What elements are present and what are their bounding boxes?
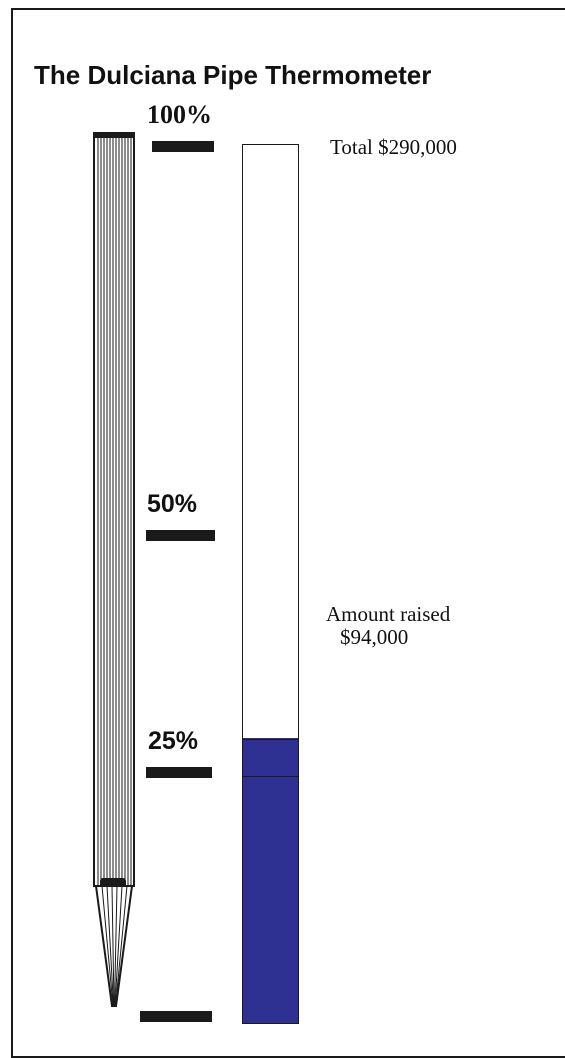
chart-title: The Dulciana Pipe Thermometer [34,60,432,90]
tick-25 [146,767,212,778]
organ-pipe-illustration [93,132,135,1007]
tick-label-100: 100% [147,100,212,129]
amount-raised-fill [243,738,298,1023]
tick-label-25: 25% [148,727,199,755]
total-label: Total $290,000 [330,135,457,159]
amount-raised-value: $94,000 [340,625,409,649]
amount-raised-marker [242,739,299,777]
tick-0 [140,1011,212,1022]
amount-raised-label: Amount raised $94,000 [326,603,450,649]
tick-50 [146,530,215,541]
amount-raised-label-line1: Amount raised [326,602,451,626]
tick-label-50: 50% [147,490,198,518]
tick-100 [152,141,214,152]
thermometer-tube [242,144,299,1024]
